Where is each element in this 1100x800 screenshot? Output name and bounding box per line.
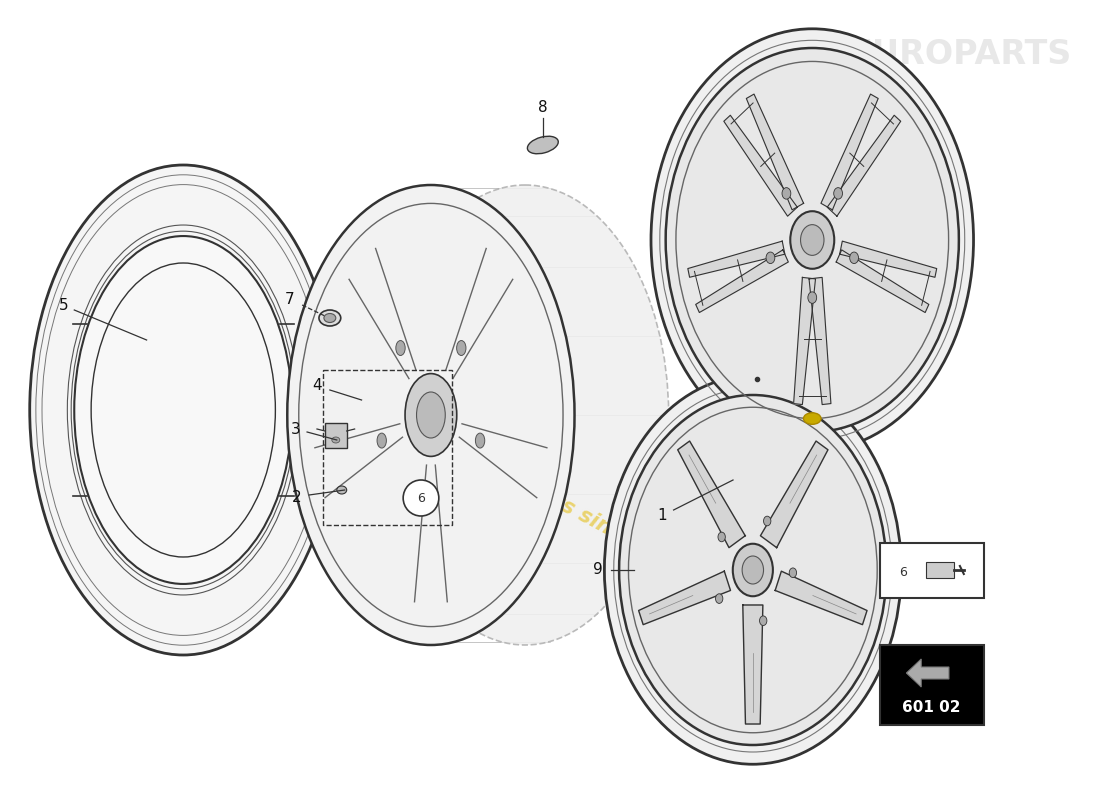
- Polygon shape: [678, 441, 745, 548]
- Polygon shape: [776, 571, 867, 625]
- Ellipse shape: [619, 395, 887, 745]
- Ellipse shape: [332, 437, 340, 443]
- Ellipse shape: [323, 314, 336, 322]
- Ellipse shape: [604, 376, 901, 764]
- Bar: [926, 562, 954, 578]
- Text: a passion for parts since 1995: a passion for parts since 1995: [374, 398, 696, 582]
- Text: 1: 1: [657, 509, 667, 523]
- Ellipse shape: [834, 188, 843, 199]
- Polygon shape: [760, 441, 828, 548]
- Text: 601 02: 601 02: [902, 699, 960, 714]
- Ellipse shape: [718, 532, 725, 542]
- Polygon shape: [839, 241, 937, 278]
- Text: 8: 8: [538, 101, 548, 115]
- Text: 5: 5: [58, 298, 68, 313]
- Polygon shape: [821, 94, 878, 210]
- Ellipse shape: [475, 433, 485, 448]
- Bar: [324, 423, 346, 448]
- Ellipse shape: [91, 263, 275, 557]
- Polygon shape: [695, 250, 789, 313]
- Polygon shape: [639, 571, 730, 625]
- Ellipse shape: [382, 185, 669, 645]
- Bar: [880, 645, 983, 725]
- Ellipse shape: [527, 136, 559, 154]
- Ellipse shape: [803, 413, 821, 424]
- Polygon shape: [688, 241, 784, 278]
- Text: 4: 4: [312, 378, 322, 394]
- Ellipse shape: [790, 211, 834, 269]
- Ellipse shape: [849, 252, 858, 263]
- Ellipse shape: [666, 48, 959, 432]
- Polygon shape: [827, 115, 901, 216]
- Ellipse shape: [807, 292, 816, 303]
- Ellipse shape: [651, 29, 974, 451]
- Ellipse shape: [759, 616, 767, 626]
- Ellipse shape: [742, 556, 763, 584]
- Polygon shape: [724, 115, 798, 216]
- Polygon shape: [742, 605, 763, 724]
- Polygon shape: [793, 278, 815, 405]
- Text: 2: 2: [293, 490, 303, 506]
- Circle shape: [404, 480, 439, 516]
- Ellipse shape: [319, 310, 341, 326]
- Ellipse shape: [426, 490, 436, 506]
- Ellipse shape: [801, 225, 824, 255]
- Ellipse shape: [287, 185, 574, 645]
- Text: 3: 3: [290, 422, 300, 438]
- Text: 6: 6: [417, 491, 425, 505]
- Text: 9: 9: [593, 562, 603, 578]
- Ellipse shape: [337, 486, 346, 494]
- Ellipse shape: [74, 236, 293, 584]
- Text: EUROPARTS: EUROPARTS: [849, 38, 1072, 71]
- Ellipse shape: [715, 594, 723, 603]
- Ellipse shape: [396, 341, 405, 355]
- Ellipse shape: [377, 433, 386, 448]
- Polygon shape: [836, 250, 928, 313]
- Polygon shape: [808, 278, 830, 405]
- Text: 6: 6: [900, 566, 908, 578]
- Ellipse shape: [733, 544, 773, 596]
- Polygon shape: [906, 659, 949, 687]
- Ellipse shape: [456, 341, 466, 355]
- Bar: [323, 370, 452, 525]
- Ellipse shape: [417, 392, 446, 438]
- Ellipse shape: [30, 165, 337, 655]
- Ellipse shape: [763, 516, 771, 526]
- Ellipse shape: [789, 568, 796, 578]
- Text: 7: 7: [285, 293, 294, 307]
- Bar: [880, 543, 983, 598]
- Ellipse shape: [782, 188, 791, 199]
- Ellipse shape: [766, 252, 774, 263]
- Polygon shape: [747, 94, 804, 210]
- Ellipse shape: [405, 374, 456, 456]
